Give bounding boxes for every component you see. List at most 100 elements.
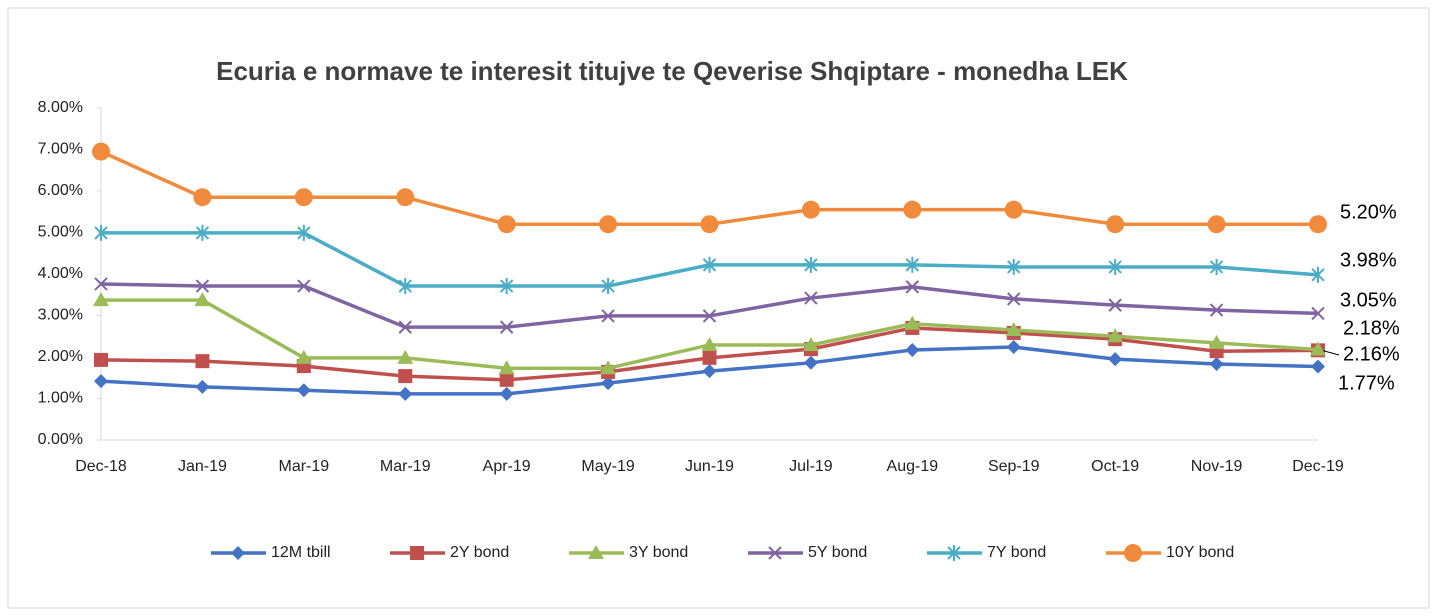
marker: [396, 188, 415, 207]
marker: [1108, 352, 1123, 367]
marker: [497, 215, 516, 234]
y-tick-label: 4.00%: [38, 265, 83, 282]
marker: [702, 350, 717, 365]
marker: [804, 291, 818, 305]
legend-label: 5Y bond: [808, 544, 867, 561]
marker: [1208, 334, 1225, 349]
x-tick-label: Apr-19: [483, 458, 531, 475]
marker: [903, 200, 922, 219]
marker: [294, 188, 313, 207]
legend-item: 12M tbill: [211, 544, 331, 561]
x-tick-label: Jul-19: [789, 458, 833, 475]
marker: [92, 142, 110, 161]
marker: [1310, 341, 1326, 356]
chart-title: Ecuria e normave te interesit titujve te…: [216, 56, 1128, 86]
marker: [499, 320, 514, 334]
marker: [195, 379, 210, 394]
legend-item: 2Y bond: [390, 544, 509, 561]
marker: [588, 545, 604, 559]
marker: [905, 280, 920, 294]
legend-label: 10Y bond: [1166, 544, 1234, 561]
y-tick-label: 6.00%: [38, 182, 83, 199]
x-tick-label: Mar-19: [278, 458, 329, 475]
marker: [397, 349, 414, 364]
data-label: 2.16%: [1343, 343, 1400, 365]
marker: [93, 292, 109, 307]
x-tick-label: Nov-19: [1191, 458, 1243, 475]
marker: [702, 309, 717, 323]
marker: [94, 277, 108, 291]
y-tick-label: 1.00%: [38, 390, 83, 407]
marker: [768, 546, 782, 560]
x-tick-label: May-19: [581, 458, 634, 475]
marker: [195, 279, 210, 293]
legend-label: 7Y bond: [987, 544, 1046, 561]
marker: [1311, 359, 1325, 374]
marker: [499, 372, 514, 387]
marker: [94, 374, 108, 389]
marker: [801, 200, 820, 219]
marker: [700, 215, 719, 234]
marker: [702, 364, 717, 379]
x-tick-label: Mar-19: [380, 458, 431, 475]
marker: [702, 256, 717, 273]
marker: [295, 349, 312, 364]
marker: [1309, 215, 1327, 234]
y-tick-label: 0.00%: [38, 431, 83, 448]
marker: [499, 278, 514, 295]
marker: [398, 320, 412, 334]
y-tick-label: 2.00%: [38, 348, 83, 365]
data-label: 1.77%: [1338, 372, 1395, 394]
y-tick-label: 3.00%: [38, 307, 83, 324]
marker: [701, 336, 718, 351]
marker: [947, 545, 961, 561]
data-label: 5.20%: [1340, 201, 1397, 223]
marker: [1207, 215, 1226, 234]
marker: [498, 360, 515, 375]
marker: [802, 336, 819, 351]
marker: [398, 386, 413, 401]
data-label: 3.05%: [1340, 289, 1397, 311]
x-tick-label: Dec-18: [75, 458, 127, 475]
x-tick-label: Oct-19: [1091, 458, 1139, 475]
marker: [1007, 292, 1021, 306]
marker: [905, 256, 920, 273]
marker: [1311, 266, 1325, 283]
y-tick-label: 5.00%: [38, 224, 83, 241]
data-label: 2.18%: [1343, 317, 1400, 339]
marker: [601, 376, 616, 391]
marker: [195, 224, 210, 241]
marker: [1004, 200, 1023, 219]
marker: [1209, 357, 1224, 372]
marker: [410, 546, 424, 560]
marker: [194, 292, 211, 307]
marker: [804, 256, 818, 273]
marker: [1108, 258, 1122, 275]
marker: [905, 342, 920, 357]
legend-item: 7Y bond: [927, 544, 1046, 561]
marker: [1007, 258, 1021, 275]
marker: [297, 224, 311, 241]
marker: [1209, 303, 1224, 317]
marker: [195, 354, 210, 369]
marker: [94, 352, 108, 367]
marker: [398, 278, 412, 295]
x-tick-label: Jun-19: [685, 458, 734, 475]
marker: [599, 215, 618, 234]
legend-item: 3Y bond: [569, 544, 688, 561]
marker: [1107, 328, 1124, 343]
x-tick-label: Aug-19: [887, 458, 939, 475]
marker: [296, 383, 311, 398]
marker: [1108, 298, 1122, 312]
marker: [601, 309, 615, 323]
legend-label: 3Y bond: [629, 544, 688, 561]
marker: [1311, 306, 1325, 321]
marker: [499, 386, 514, 401]
marker: [231, 546, 245, 560]
marker: [1006, 340, 1021, 355]
y-tick-label: 8.00%: [38, 99, 83, 116]
marker: [904, 315, 921, 330]
marker: [600, 360, 617, 375]
marker: [297, 279, 311, 293]
legend-label: 12M tbill: [271, 544, 331, 561]
